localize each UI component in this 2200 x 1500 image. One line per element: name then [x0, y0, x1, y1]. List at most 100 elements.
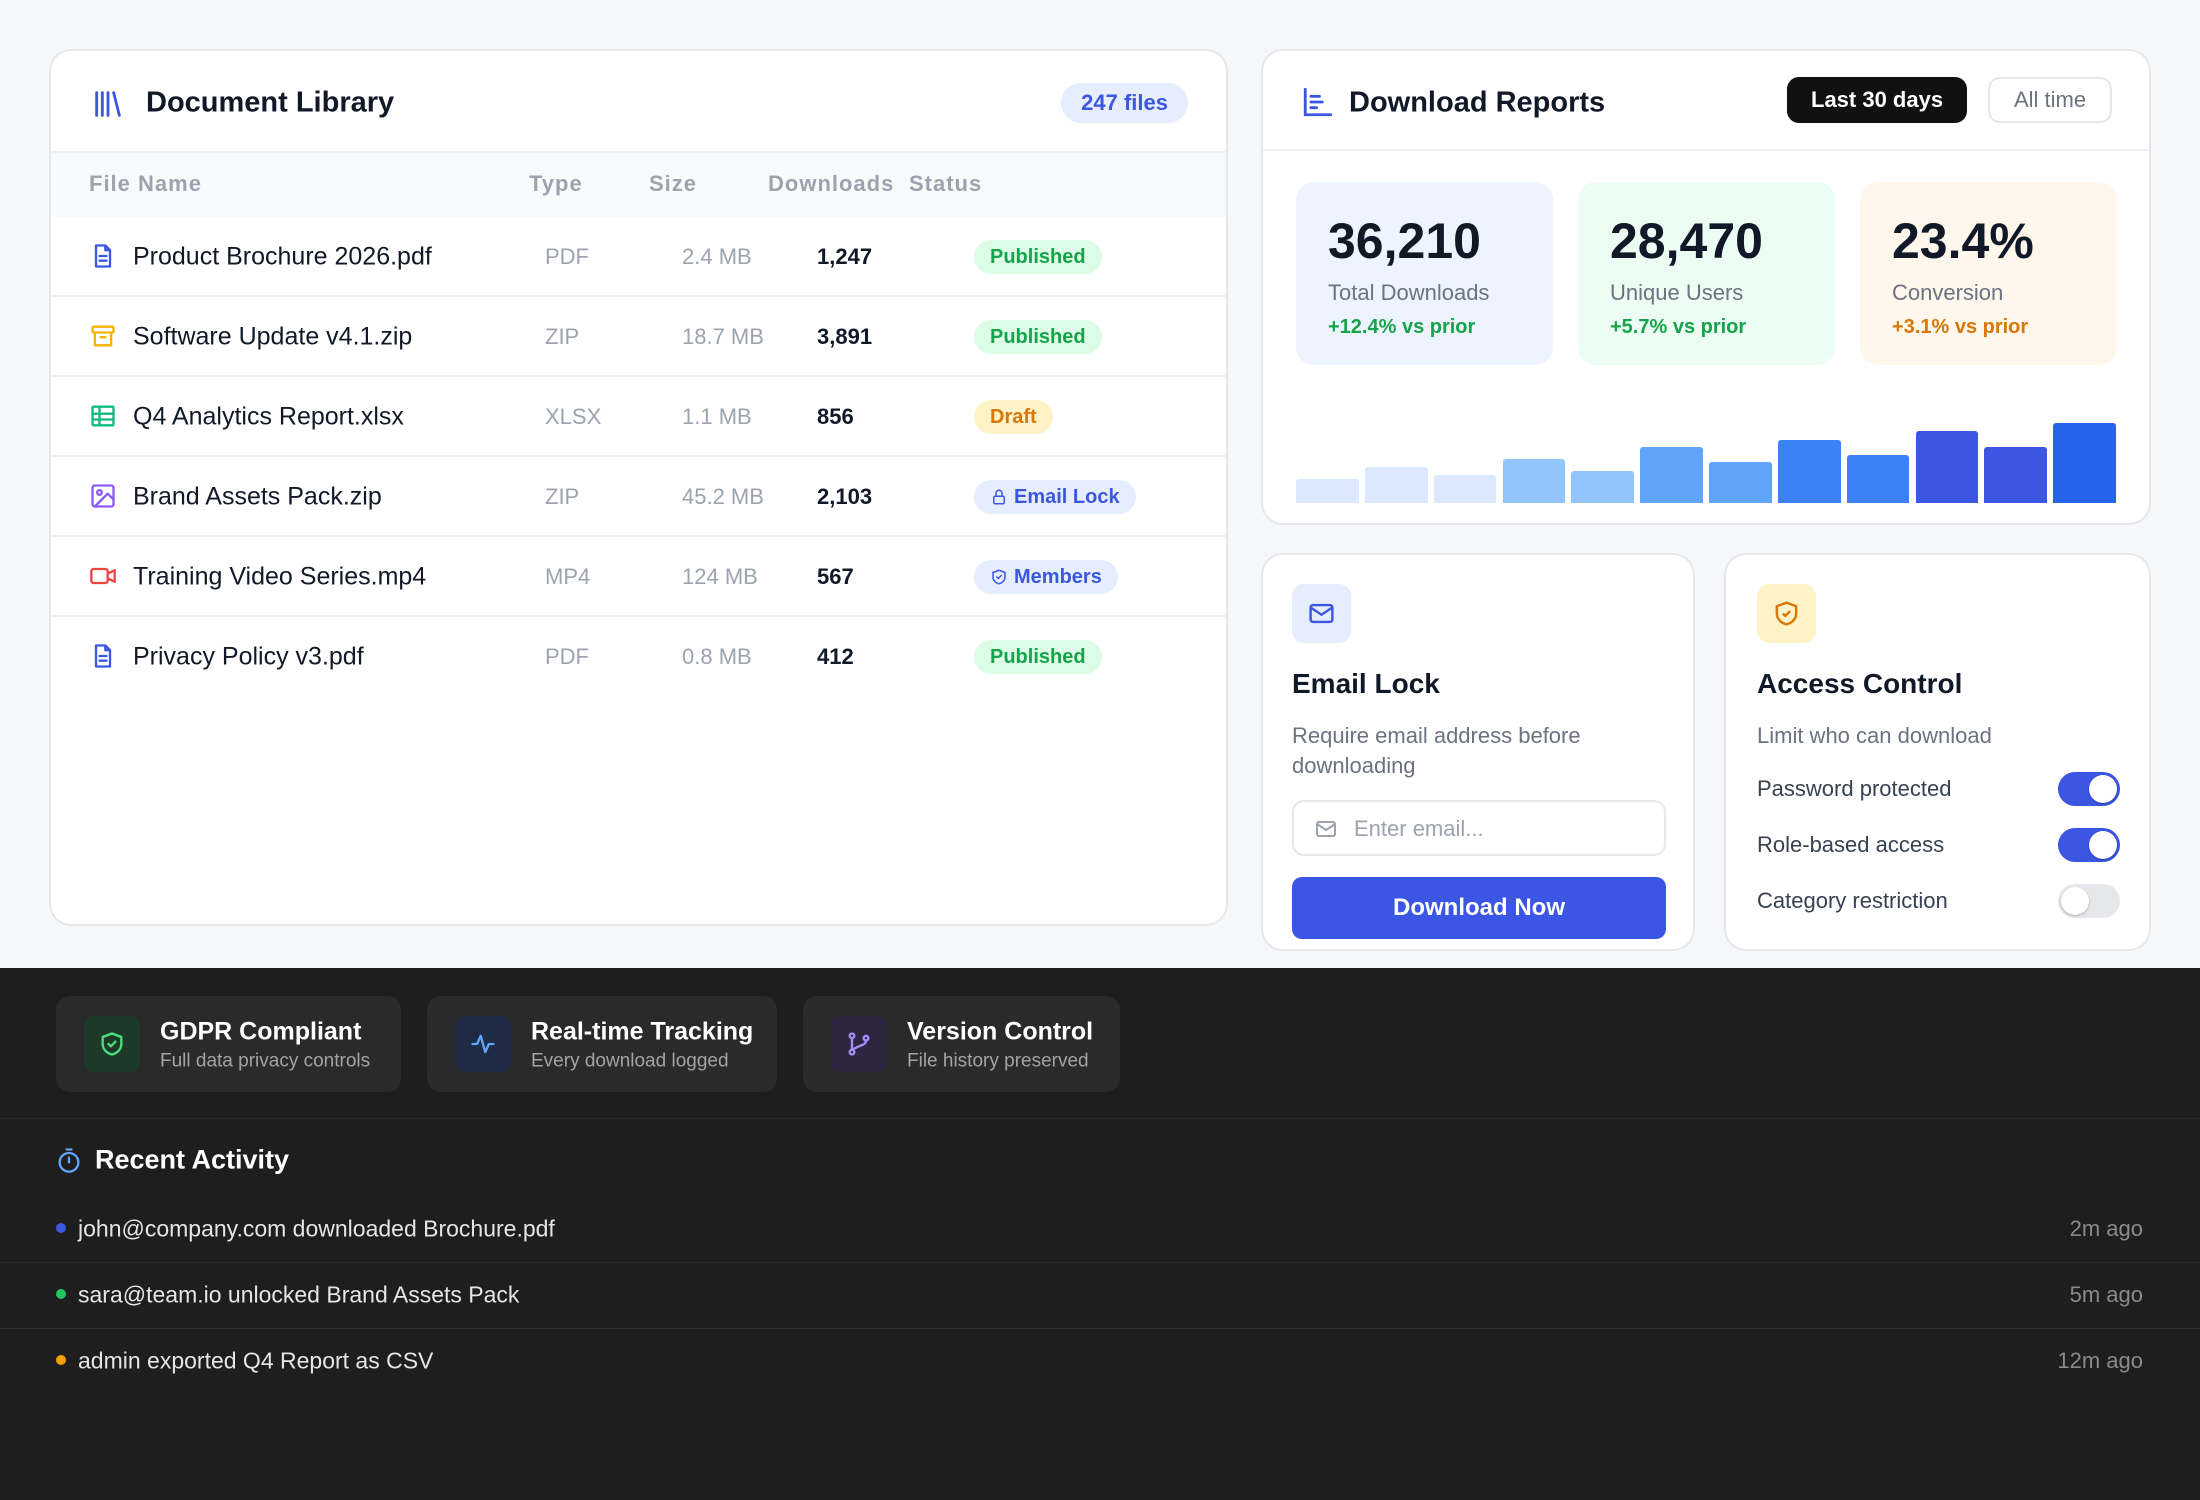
- activity-text: sara@team.io unlocked Brand Assets Pack: [78, 1281, 520, 1308]
- reports-card: Download Reports Last 30 days All time 36,…: [1261, 49, 2151, 525]
- library-icon: [95, 91, 121, 117]
- download-count: 412: [817, 644, 854, 669]
- chart-bar: [1502, 459, 1566, 503]
- table-row[interactable]: [51, 217, 1226, 297]
- feature-title: Version Control: [907, 1017, 1094, 1046]
- file-icon: [89, 482, 117, 510]
- feature-chip: GDPR Compliant Full data privacy controls: [56, 996, 401, 1092]
- file-type: ZIP: [545, 484, 580, 509]
- table-header: [51, 151, 1226, 217]
- email-lock-description: Require email address before downloading: [1292, 723, 1581, 778]
- stat-value: 23.4%: [1892, 213, 2034, 269]
- status-label: Published: [990, 325, 1086, 348]
- stat-change: +3.1% vs prior: [1892, 316, 2029, 338]
- chart-bar: [1709, 462, 1772, 503]
- chart-bar: [1777, 439, 1841, 503]
- feature-icon-box: [831, 1016, 887, 1072]
- file-icon: [89, 562, 117, 590]
- stat-change: +12.4% vs prior: [1328, 316, 1476, 338]
- column-header: Status: [909, 171, 983, 196]
- activity-time: 5m ago: [2069, 1282, 2143, 1307]
- email-input[interactable]: Enter email...: [1292, 800, 1666, 856]
- file-type: MP4: [545, 564, 591, 589]
- access-card: Access Control Limit who can download Pa…: [1724, 553, 2151, 951]
- table-row[interactable]: [51, 377, 1226, 457]
- table-row[interactable]: [51, 297, 1226, 377]
- status-badge: Published: [974, 640, 1102, 674]
- feature-icon: [845, 1030, 873, 1058]
- email-placeholder: Enter email...: [1354, 816, 1484, 841]
- badge-icon: [990, 488, 1008, 506]
- activity-text: john@company.com downloaded Brochure.pdf: [78, 1215, 555, 1242]
- status-label: Draft: [990, 405, 1037, 428]
- file-icon: [89, 322, 117, 350]
- chart-bar: [1846, 455, 1910, 503]
- toggle-switch[interactable]: [2058, 828, 2120, 862]
- toggle-switch[interactable]: [2058, 772, 2120, 806]
- toggle-switch[interactable]: [2058, 884, 2120, 918]
- status-label: Email Lock: [1014, 485, 1120, 508]
- download-button-label: Download Now: [1393, 894, 1565, 921]
- file-name: Brand Assets Pack.zip: [133, 482, 382, 511]
- table-row[interactable]: [51, 457, 1226, 537]
- email-lock-card: Email Lock Require email address before …: [1261, 553, 1695, 951]
- file-name: Software Update v4.1.zip: [133, 322, 413, 351]
- file-type: ZIP: [545, 324, 580, 349]
- file-icon: [89, 642, 117, 670]
- feature-icon-box: [455, 1016, 511, 1072]
- stat-card: 28,470 Unique Users +5.7% vs prior: [1578, 182, 1835, 365]
- stat-label: Total Downloads: [1328, 280, 1490, 305]
- stat-value: 36,210: [1328, 213, 1481, 269]
- activity-icon: [58, 1148, 80, 1173]
- access-title: Access Control: [1757, 668, 1963, 699]
- feature-title: GDPR Compliant: [160, 1017, 362, 1046]
- activity-dot: [56, 1223, 66, 1233]
- range-tab[interactable]: All time: [1988, 77, 2113, 123]
- feature-icon: [469, 1030, 497, 1058]
- range-tab[interactable]: Last 30 days: [1787, 77, 1968, 123]
- status-badge: Members: [974, 560, 1118, 594]
- stat-card: 23.4% Conversion +3.1% vs prior: [1860, 182, 2117, 365]
- stat-change: +5.7% vs prior: [1610, 316, 1747, 338]
- dark-section: Recent Activity GDPR Compliant Full data …: [0, 968, 2200, 1500]
- file-size: 18.7 MB: [682, 324, 764, 349]
- activity-time: 2m ago: [2069, 1216, 2143, 1241]
- download-count: 3,891: [817, 324, 873, 349]
- toggle-knob: [2089, 831, 2117, 859]
- column-header: File Name: [89, 171, 202, 196]
- chart-bar: [1571, 470, 1635, 503]
- status-label: Members: [1014, 565, 1102, 588]
- file-type: XLSX: [545, 404, 602, 429]
- download-count: 567: [817, 564, 854, 589]
- library-card: Document Library 247 files File Name Type…: [49, 49, 1228, 926]
- divider: [0, 1328, 2200, 1329]
- feature-subtitle: Full data privacy controls: [160, 1050, 371, 1072]
- toggle-label: Category restriction: [1757, 888, 1948, 913]
- stat-label: Conversion: [1892, 280, 2004, 305]
- stat-label: Unique Users: [1610, 280, 1744, 305]
- chart-bar: [1915, 431, 1979, 503]
- divider: [0, 1118, 2200, 1119]
- chart-bar: [1296, 479, 1359, 503]
- activity-text: admin exported Q4 Report as CSV: [78, 1347, 434, 1374]
- chart-bar: [1433, 474, 1497, 503]
- file-name: Q4 Analytics Report.xlsx: [133, 402, 404, 431]
- shield-icon: [1775, 601, 1798, 626]
- feature-chip: Real-time Tracking Every download logged: [427, 996, 777, 1092]
- file-name: Privacy Policy v3.pdf: [133, 642, 364, 671]
- reports-icon: [1303, 87, 1333, 117]
- table-row[interactable]: [51, 537, 1226, 617]
- feature-icon-box: [84, 1016, 140, 1072]
- toggle-knob: [2061, 887, 2089, 915]
- toggle-knob: [2089, 775, 2117, 803]
- download-button[interactable]: Download Now: [1292, 877, 1666, 939]
- input-icon: [1316, 821, 1336, 837]
- status-label: Published: [990, 245, 1086, 268]
- feature-chip: Version Control File history preserved: [803, 996, 1120, 1092]
- divider: [0, 1262, 2200, 1263]
- shield-icon-box: [1757, 584, 1816, 643]
- chart-bar: [1984, 446, 2048, 503]
- file-name: Training Video Series.mp4: [133, 562, 427, 591]
- file-size: 0.8 MB: [682, 644, 752, 669]
